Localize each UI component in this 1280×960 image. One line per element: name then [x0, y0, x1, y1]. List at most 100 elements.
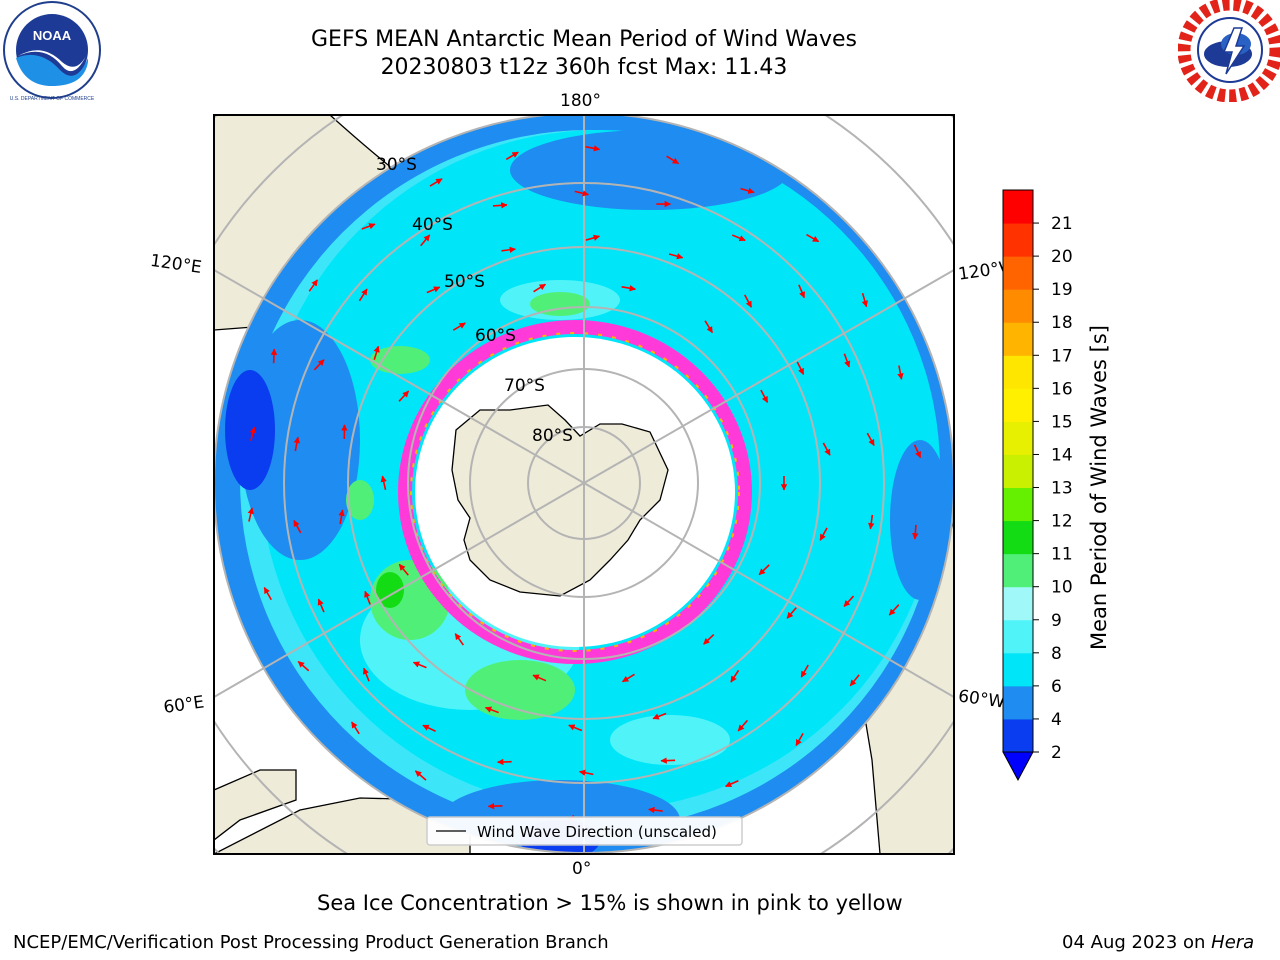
wind-wave-arrow: [866, 432, 875, 447]
wind-wave-arrow: [351, 721, 360, 735]
wind-wave-arrow: [398, 390, 410, 402]
wind-wave-arrow: [293, 436, 300, 452]
colorbar-tick-label: 17: [1051, 346, 1073, 366]
svg-text:NOAA: NOAA: [33, 28, 72, 43]
colorbar-segment: [1003, 520, 1033, 555]
wind-wave-arrow: [492, 202, 508, 209]
lat-label-80s: 80°S: [532, 426, 573, 446]
wind-wave-arrow: [897, 365, 904, 380]
wind-wave-arrow: [888, 604, 900, 616]
wind-wave-arrow: [313, 359, 325, 371]
wind-wave-arrow: [373, 345, 380, 360]
colorbar-tick-label: 8: [1051, 644, 1062, 664]
colorbar-segment: [1003, 553, 1033, 588]
wind-wave-arrow: [737, 719, 749, 732]
colorbar-frame: [1002, 189, 1034, 753]
wind-wave-arrow: [913, 444, 922, 459]
wind-wave-arrow: [731, 234, 746, 242]
wind-wave-arrow: [422, 724, 436, 732]
map-title: GEFS MEAN Antarctic Mean Period of Wind …: [311, 27, 857, 52]
colorbar-segment: [1003, 256, 1033, 290]
wind-wave-arrow: [724, 779, 739, 788]
wind-wave-arrow: [270, 348, 278, 364]
wind-wave-arrow: [398, 563, 409, 576]
colorbar-segment: [1003, 355, 1033, 389]
wind-wave-arrow: [849, 674, 860, 687]
wind-wave-arrow: [730, 669, 740, 683]
colorbar-tick-label: 2: [1051, 743, 1062, 763]
wind-wave-arrow: [800, 664, 809, 678]
lon-label-180: 180°: [560, 91, 601, 111]
lon-label-120e: 120°E: [149, 251, 203, 278]
lat-label-30s: 30°S: [376, 155, 417, 175]
noaa-logo: NOAA U.S. DEPARTMENT OF COMMERCE: [0, 0, 104, 104]
wind-wave-arrow: [414, 770, 427, 781]
wind-wave-arrow: [806, 233, 820, 243]
colorbar-tick-label: 10: [1051, 578, 1073, 598]
wind-wave-arrow: [660, 757, 676, 764]
wind-wave-arrow: [621, 673, 635, 683]
wind-wave-legend: Wind Wave Direction (unscaled): [426, 816, 743, 846]
africa-land: [214, 769, 297, 841]
wind-wave-arrow: [758, 564, 770, 576]
colorbar-tick-label: 12: [1051, 512, 1073, 532]
colorbar-tick-label: 6: [1051, 677, 1062, 697]
wind-wave-arrow: [786, 607, 797, 619]
wind-wave-arrow: [795, 732, 804, 747]
wind-wave-arrow: [585, 234, 601, 241]
footer-date: 04 Aug 2023 on Hera: [1062, 932, 1254, 953]
wind-wave-arrow: [533, 283, 546, 293]
colorbar-segment: [1003, 652, 1033, 687]
colorbar-tick-label: 15: [1051, 412, 1073, 432]
footer-machine: Hera: [1211, 932, 1255, 953]
wind-wave-arrow: [868, 514, 875, 530]
wind-wave-arrow: [380, 475, 387, 491]
wind-wave-arrow: [429, 178, 443, 187]
wind-wave-arrow: [532, 674, 547, 682]
svg-text:U.S. DEPARTMENT OF COMMERCE: U.S. DEPARTMENT OF COMMERCE: [10, 96, 95, 102]
wind-wave-arrow: [247, 507, 254, 522]
wind-wave-arrow: [420, 234, 431, 247]
colorbar-tick-label: 21: [1051, 214, 1073, 234]
wind-wave-arrow: [703, 633, 715, 645]
wind-wave-arrow: [744, 294, 753, 308]
wind-wave-arrow: [412, 661, 427, 669]
wind-wave-arrow: [249, 426, 257, 442]
wind-wave-arrow: [501, 246, 517, 253]
colorbar-tick-label: 18: [1051, 313, 1073, 333]
wind-wave-arrow: [912, 524, 919, 540]
wind-wave-arrow: [358, 288, 368, 302]
colorbar-tick-label: 9: [1051, 611, 1062, 631]
wind-wave-arrow: [740, 187, 755, 194]
wind-wave-arrow: [585, 145, 601, 152]
colorbar-segment: [1003, 718, 1033, 753]
wind-wave-arrow: [364, 590, 371, 605]
footer-branch: NCEP/EMC/Verification Post Processing Pr…: [13, 932, 609, 953]
wind-wave-arrow: [317, 598, 325, 613]
wind-wave-arrow: [361, 223, 376, 230]
colorbar-segment: [1003, 388, 1033, 422]
wind-wave-arrow: [338, 509, 345, 524]
wind-wave-arrow: [487, 802, 503, 810]
wind-wave-arrow: [822, 442, 831, 456]
lon-label-60w: 60°W: [957, 686, 1006, 712]
colorbar-tick-label: 4: [1051, 710, 1062, 730]
wind-wave-arrow: [308, 279, 319, 292]
wind-wave-arrow: [297, 660, 310, 672]
wind-wave-arrow: [760, 389, 769, 403]
colorbar-segment: [1003, 685, 1033, 720]
wind-wave-arrow: [798, 284, 806, 299]
colorbar-segment: [1003, 421, 1033, 455]
map-area: Wind Wave Direction (unscaled): [214, 115, 954, 854]
colorbar-tick-label: 11: [1051, 545, 1073, 565]
colorbar-tick-label: 16: [1051, 379, 1073, 399]
wind-wave-arrow: [578, 769, 594, 776]
wind-wave-arrow: [574, 190, 589, 197]
lat-label-60s: 60°S: [475, 326, 516, 346]
colorbar-tick-label: 14: [1051, 445, 1073, 465]
colorbar-segment: [1003, 223, 1033, 257]
colorbar-segment: [1003, 586, 1033, 621]
colorbar-segment: [1003, 454, 1033, 489]
colorbar-extend-triangle: [1002, 751, 1034, 782]
